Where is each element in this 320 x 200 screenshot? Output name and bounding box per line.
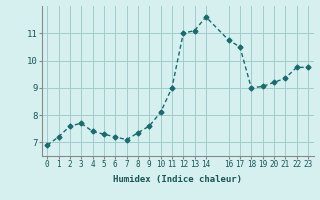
X-axis label: Humidex (Indice chaleur): Humidex (Indice chaleur)	[113, 175, 242, 184]
